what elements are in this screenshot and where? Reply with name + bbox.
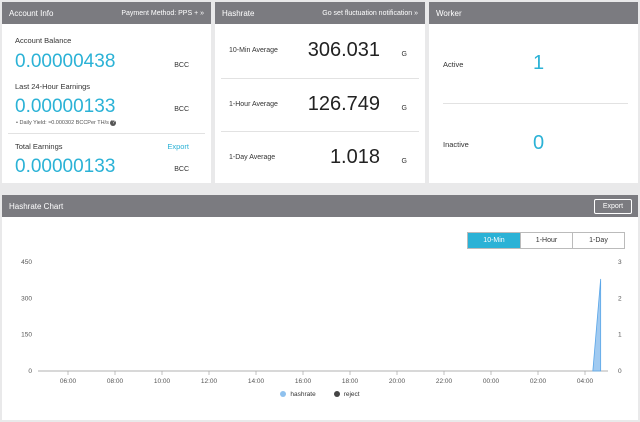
active-workers-label: Active [443, 60, 464, 69]
x-axis-tick-label: 22:00 [436, 378, 453, 385]
hashrate-row-unit: G [401, 51, 407, 58]
y-axis-tick-label: 450 [21, 259, 32, 266]
x-axis-tick-label: 04:00 [577, 378, 594, 385]
legend-hashrate[interactable]: hashrate [280, 391, 316, 398]
legend-label: hashrate [290, 391, 316, 398]
x-axis-tick-label: 06:00 [60, 378, 77, 385]
last24-earnings-value: 0.00000133 [15, 96, 116, 117]
y-axis-tick-label: 300 [21, 295, 32, 302]
total-earnings-value: 0.00000133 [15, 156, 116, 177]
hashrate-divider [221, 78, 419, 79]
account-info-title: Account Info [9, 8, 54, 18]
hashrate-chart-panel: Hashrate Chart Export 10-Min 1-Hour 1-Da… [2, 195, 638, 420]
last24-earnings-label: Last 24-Hour Earnings [15, 82, 91, 91]
tab-10-min[interactable]: 10-Min [468, 233, 520, 248]
x-axis-tick-label: 00:00 [483, 378, 500, 385]
hashrate-chart-header: Hashrate Chart [2, 195, 638, 217]
x-axis-tick-label: 16:00 [295, 378, 312, 385]
fluctuation-notification-link[interactable]: Go set fluctuation notification » [322, 9, 418, 17]
legend-dot-icon [280, 391, 287, 397]
legend-label: reject [343, 391, 360, 398]
inactive-workers-count[interactable]: 0 [533, 132, 545, 154]
worker-title: Worker [436, 8, 462, 18]
account-info-panel: Account Info Payment Method: PPS + » Acc… [2, 2, 211, 183]
chart-legend: hashrate reject [2, 391, 638, 398]
hashrate-divider [221, 131, 419, 132]
x-axis-tick-label: 18:00 [342, 378, 359, 385]
hashrate-row-unit: G [401, 158, 407, 165]
y-axis-tick-label: 150 [21, 332, 32, 339]
x-axis-tick-label: 20:00 [389, 378, 406, 385]
y2-axis-tick-label: 1 [618, 332, 622, 339]
hashrate-row-label: 10-Min Average [229, 47, 278, 54]
x-axis-tick-label: 02:00 [530, 378, 547, 385]
x-axis-tick-label: 10:00 [154, 378, 171, 385]
daily-yield: • Daily Yield: ≈0.000302 BCCPer TH/s ? [16, 120, 117, 126]
worker-divider [443, 103, 628, 104]
y-axis-tick-label: 0 [28, 368, 32, 375]
active-workers-count[interactable]: 1 [533, 52, 545, 74]
hashrate-row-value: 126.749 [307, 93, 380, 115]
payment-method-link[interactable]: Payment Method: PPS + » [121, 9, 204, 17]
x-axis-tick-label: 08:00 [107, 378, 124, 385]
y2-axis-tick-label: 2 [618, 295, 622, 302]
x-axis-tick-label: 12:00 [201, 378, 218, 385]
x-axis-tick-label: 14:00 [248, 378, 265, 385]
hashrate-title: Hashrate [222, 8, 255, 18]
hashrate-row-label: 1-Day Average [229, 154, 276, 161]
hashrate-panel: Hashrate Go set fluctuation notification… [215, 2, 425, 183]
hashrate-row-10min: 10-Min Average 306.031 G [215, 24, 425, 79]
worker-header: Worker [429, 2, 638, 24]
hashrate-area [592, 278, 602, 372]
hashrate-row-1hour: 1-Hour Average 126.749 G [215, 79, 425, 134]
account-balance-value: 0.00000438 [15, 51, 116, 72]
daily-yield-text: Daily Yield: ≈0.000302 BCCPer TH/s [19, 120, 109, 126]
interval-tabs: 10-Min 1-Hour 1-Day [467, 232, 625, 249]
account-balance-unit: BCC [174, 62, 189, 69]
legend-reject[interactable]: reject [333, 391, 360, 398]
y2-axis-tick-label: 0 [618, 368, 622, 375]
last24-earnings-unit: BCC [174, 106, 189, 113]
hashrate-row-label: 1-Hour Average [229, 101, 278, 108]
account-info-header: Account Info Payment Method: PPS + » [2, 2, 211, 24]
inactive-workers-label: Inactive [443, 140, 469, 149]
total-earnings-unit: BCC [174, 166, 189, 173]
hashrate-row-value: 1.018 [329, 146, 380, 168]
hashrate-row-1day: 1-Day Average 1.018 G [215, 132, 425, 187]
y2-axis-tick-label: 3 [618, 259, 622, 266]
hashrate-row-value: 306.031 [307, 39, 380, 61]
chart-export-button[interactable]: Export [594, 199, 632, 214]
hashrate-chart: 0 150 300 450 0 1 2 3 06:00 08:00 10:00 12:00 14:00 1… [21, 259, 622, 385]
earnings-export-link[interactable]: Export [167, 142, 189, 151]
tab-1-day[interactable]: 1-Day [572, 233, 624, 248]
hashrate-chart-title: Hashrate Chart [9, 201, 64, 211]
hashrate-header: Hashrate Go set fluctuation notification… [215, 2, 425, 24]
account-balance-label: Account Balance [15, 36, 72, 45]
worker-panel: Worker Active 1 Inactive 0 [429, 2, 638, 183]
legend-dot-icon [333, 391, 340, 397]
total-earnings-label: Total Earnings [15, 142, 63, 151]
bullet-icon: • [16, 120, 18, 126]
account-divider [8, 133, 205, 134]
hashrate-row-unit: G [401, 105, 407, 112]
help-icon[interactable]: ? [110, 120, 117, 126]
tab-1-hour[interactable]: 1-Hour [520, 233, 572, 248]
